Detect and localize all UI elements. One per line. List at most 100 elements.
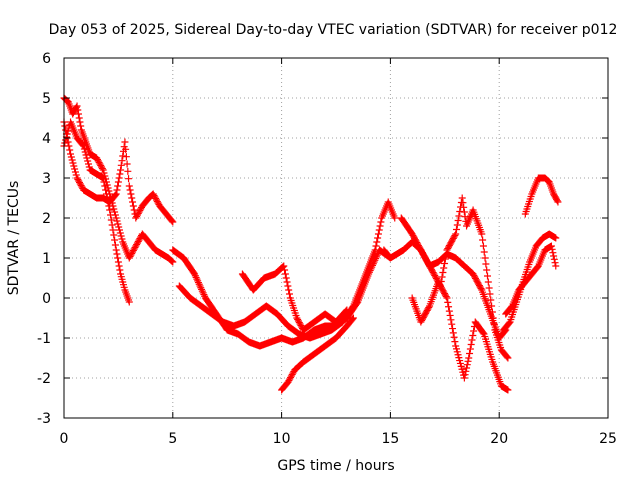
data-point: [459, 199, 467, 207]
data-point: [118, 157, 126, 165]
data-point: [468, 336, 476, 344]
data-point: [76, 180, 84, 188]
data-point: [295, 319, 303, 326]
y-tick-label: -2: [37, 371, 51, 387]
data-point: [449, 329, 457, 337]
data-point: [552, 234, 560, 242]
data-point: [464, 357, 472, 365]
data-point: [349, 315, 357, 323]
data-point: [439, 269, 447, 276]
data-point: [488, 302, 496, 310]
x-tick-label: 10: [273, 431, 291, 447]
x-tick-label: 25: [599, 431, 617, 447]
data-point: [95, 159, 103, 166]
data-point: [129, 198, 137, 206]
data-point: [197, 284, 205, 292]
data-point: [67, 153, 75, 161]
data-point: [100, 169, 108, 177]
data-point: [485, 284, 493, 292]
data-point: [460, 203, 468, 211]
data-point: [111, 208, 119, 216]
data-point: [504, 354, 512, 362]
data-point: [168, 217, 176, 225]
data-point: [152, 195, 160, 202]
data-point: [81, 148, 89, 156]
data-point: [127, 251, 135, 259]
data-point: [441, 255, 449, 263]
data-point: [118, 235, 126, 243]
data-point: [128, 194, 136, 202]
data-point: [122, 153, 130, 161]
data-point: [105, 202, 113, 210]
data-point: [117, 161, 125, 169]
data-point: [288, 371, 296, 378]
data-point: [109, 226, 117, 234]
data-point: [551, 259, 559, 267]
data-point: [451, 338, 459, 346]
data-point: [477, 285, 485, 293]
data-point: [449, 325, 457, 333]
data-point: [479, 329, 487, 337]
data-point: [343, 306, 351, 314]
data-point: [129, 202, 137, 210]
data-point: [77, 182, 85, 189]
data-point: [373, 238, 381, 246]
data-point: [284, 378, 292, 386]
data-point: [70, 162, 78, 170]
data-point: [114, 254, 122, 262]
data-point: [133, 211, 141, 219]
data-point: [113, 250, 121, 258]
data-point: [483, 266, 491, 274]
data-point: [154, 199, 162, 207]
data-point: [376, 222, 384, 230]
data-point: [444, 298, 452, 306]
data-point: [96, 160, 104, 168]
data-points: [60, 94, 562, 394]
data-point: [153, 198, 161, 205]
data-point: [114, 182, 122, 190]
data-point: [114, 258, 122, 266]
data-point: [112, 190, 120, 198]
data-point: [132, 214, 140, 222]
y-tick-label: -3: [37, 411, 51, 427]
data-point: [111, 241, 119, 249]
data-point: [285, 377, 293, 384]
data-point: [129, 247, 137, 254]
data-point: [115, 226, 123, 234]
data-point: [74, 176, 82, 183]
data-point: [93, 154, 101, 162]
data-point: [75, 114, 83, 122]
data-series: [278, 314, 357, 394]
data-point: [507, 303, 515, 311]
data-point: [460, 374, 468, 382]
data-point: [71, 165, 79, 173]
data-point: [122, 145, 130, 153]
data-point: [482, 260, 490, 268]
data-point: [460, 208, 468, 216]
data-point: [341, 308, 349, 316]
data-point: [112, 246, 120, 254]
data-point: [371, 246, 379, 254]
data-point: [97, 162, 105, 169]
data-point: [127, 190, 135, 198]
data-point: [534, 263, 542, 271]
data-point: [454, 217, 462, 224]
data-point: [391, 214, 399, 222]
data-point: [85, 163, 93, 171]
data-point: [484, 278, 492, 286]
data-point: [128, 250, 136, 257]
data-point: [547, 242, 555, 250]
data-point: [467, 341, 475, 348]
data-point: [283, 278, 291, 286]
data-point: [553, 197, 561, 205]
data-point: [73, 174, 81, 182]
data-point: [71, 168, 79, 176]
data-point: [121, 138, 129, 146]
data-point: [443, 294, 451, 302]
data-point: [134, 210, 142, 217]
data-point: [438, 273, 446, 281]
data-point: [119, 152, 127, 160]
data-point: [98, 163, 106, 171]
data-point: [107, 216, 115, 224]
data-point: [113, 217, 121, 225]
